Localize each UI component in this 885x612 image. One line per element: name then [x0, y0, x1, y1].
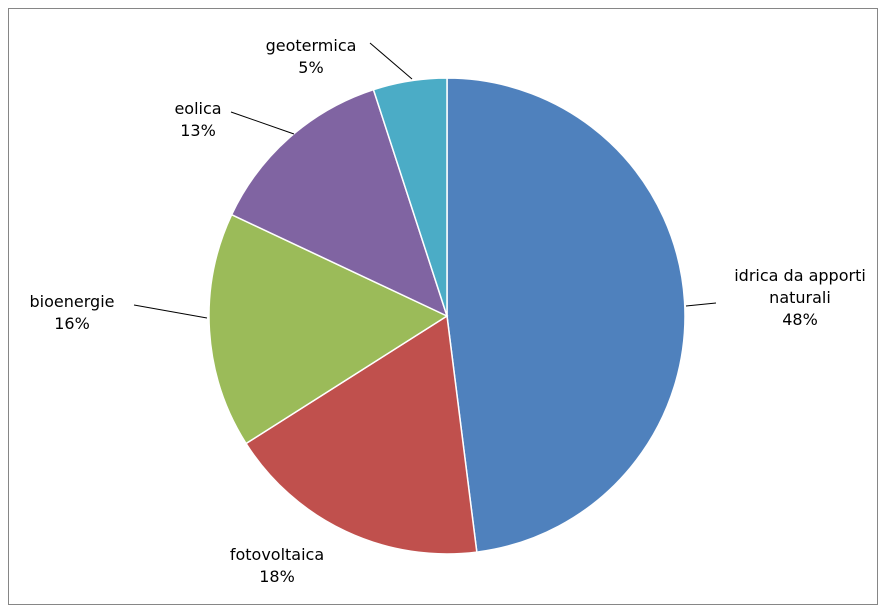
category-label: idrica da apporti naturali — [734, 266, 866, 307]
leader-line — [685, 302, 717, 307]
pie-slice — [372, 77, 448, 317]
category-label: bioenergie — [29, 292, 115, 311]
data-label: fotovoltaica 18% — [202, 544, 352, 588]
leader-line — [133, 304, 208, 319]
value-label: 48% — [782, 310, 818, 329]
data-label: geotermica 5% — [251, 35, 371, 79]
pie-slice — [245, 314, 478, 555]
pie-slice — [230, 88, 449, 318]
data-label: bioenergie 16% — [12, 291, 132, 335]
data-label: eolica 13% — [148, 98, 248, 142]
pie-slice — [446, 77, 686, 553]
pie-slice — [208, 213, 449, 445]
value-label: 18% — [259, 567, 295, 586]
category-label: geotermica — [265, 36, 357, 55]
category-label: fotovoltaica — [229, 545, 325, 564]
data-label: idrica da apporti naturali 48% — [715, 265, 885, 331]
value-label: 16% — [54, 314, 90, 333]
leader-line — [230, 111, 295, 135]
value-label: 5% — [298, 58, 324, 77]
value-label: 13% — [180, 121, 216, 140]
leader-line — [369, 42, 413, 80]
category-label: eolica — [174, 99, 222, 118]
